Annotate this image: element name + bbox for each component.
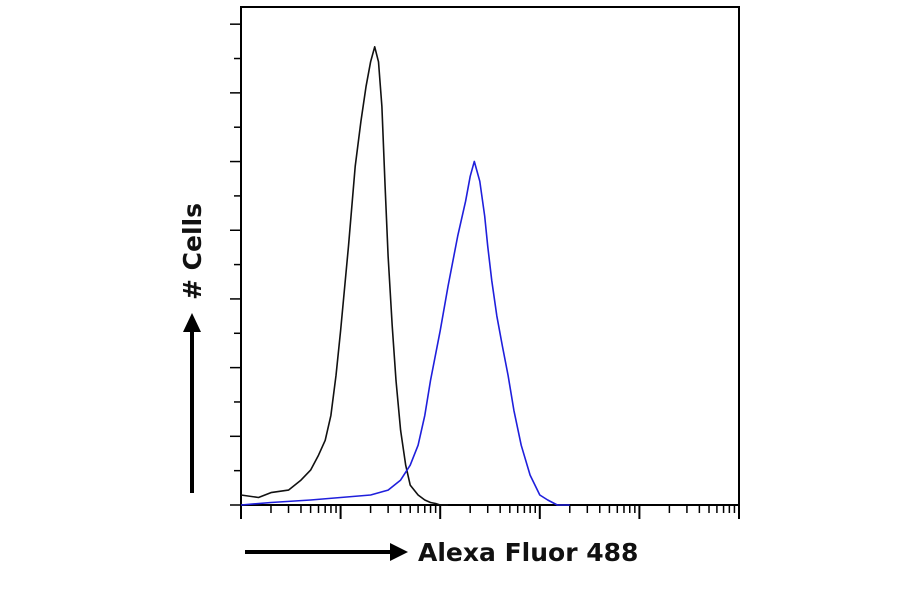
series-line-2: [241, 161, 570, 505]
series-line-1: [241, 47, 448, 505]
y-axis-title: # Cells: [178, 203, 207, 300]
x-axis-arrow: [245, 543, 408, 561]
series-group: [241, 47, 570, 505]
y-axis-ticks: [230, 24, 241, 505]
y-axis-arrow: [183, 313, 201, 493]
x-axis-ticks: [241, 505, 739, 519]
x-axis-title: Alexa Fluor 488: [418, 538, 638, 567]
plot-frame: [241, 7, 739, 505]
